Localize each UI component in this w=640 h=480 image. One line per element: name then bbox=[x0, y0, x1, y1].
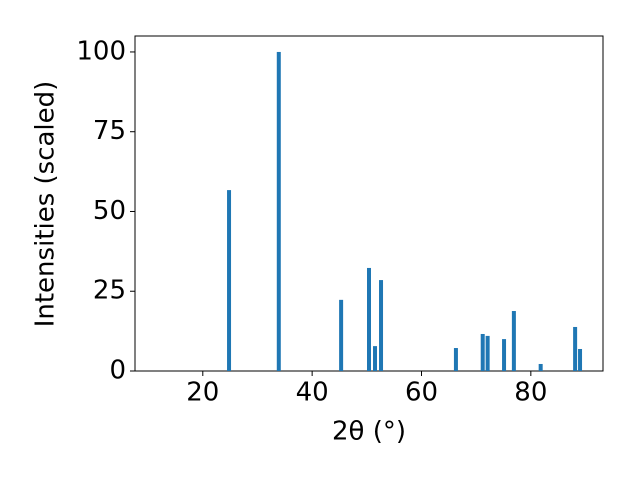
x-tick-label: 40 bbox=[296, 378, 329, 408]
y-tick-label: 0 bbox=[109, 356, 126, 386]
bar bbox=[502, 339, 507, 371]
bar bbox=[538, 363, 543, 371]
x-axis-label: 2θ (°) bbox=[332, 417, 406, 447]
bar bbox=[276, 51, 281, 371]
x-tick-label: 80 bbox=[514, 378, 547, 408]
y-tick-label: 100 bbox=[76, 36, 126, 66]
y-tick-label: 75 bbox=[93, 116, 126, 146]
bar bbox=[480, 333, 485, 371]
bar bbox=[373, 346, 378, 371]
x-tick-label: 20 bbox=[186, 378, 219, 408]
bar bbox=[511, 311, 516, 371]
bar bbox=[367, 267, 371, 371]
bar bbox=[485, 335, 490, 371]
bar bbox=[227, 190, 232, 371]
bar bbox=[578, 348, 583, 371]
bar bbox=[453, 348, 458, 371]
y-axis-label: Intensities (scaled) bbox=[31, 81, 61, 328]
bar bbox=[379, 280, 384, 371]
y-tick-label: 50 bbox=[93, 196, 126, 226]
bar bbox=[573, 326, 578, 371]
x-tick-label: 60 bbox=[405, 378, 438, 408]
y-tick-label: 25 bbox=[93, 276, 126, 306]
bar bbox=[339, 299, 344, 371]
